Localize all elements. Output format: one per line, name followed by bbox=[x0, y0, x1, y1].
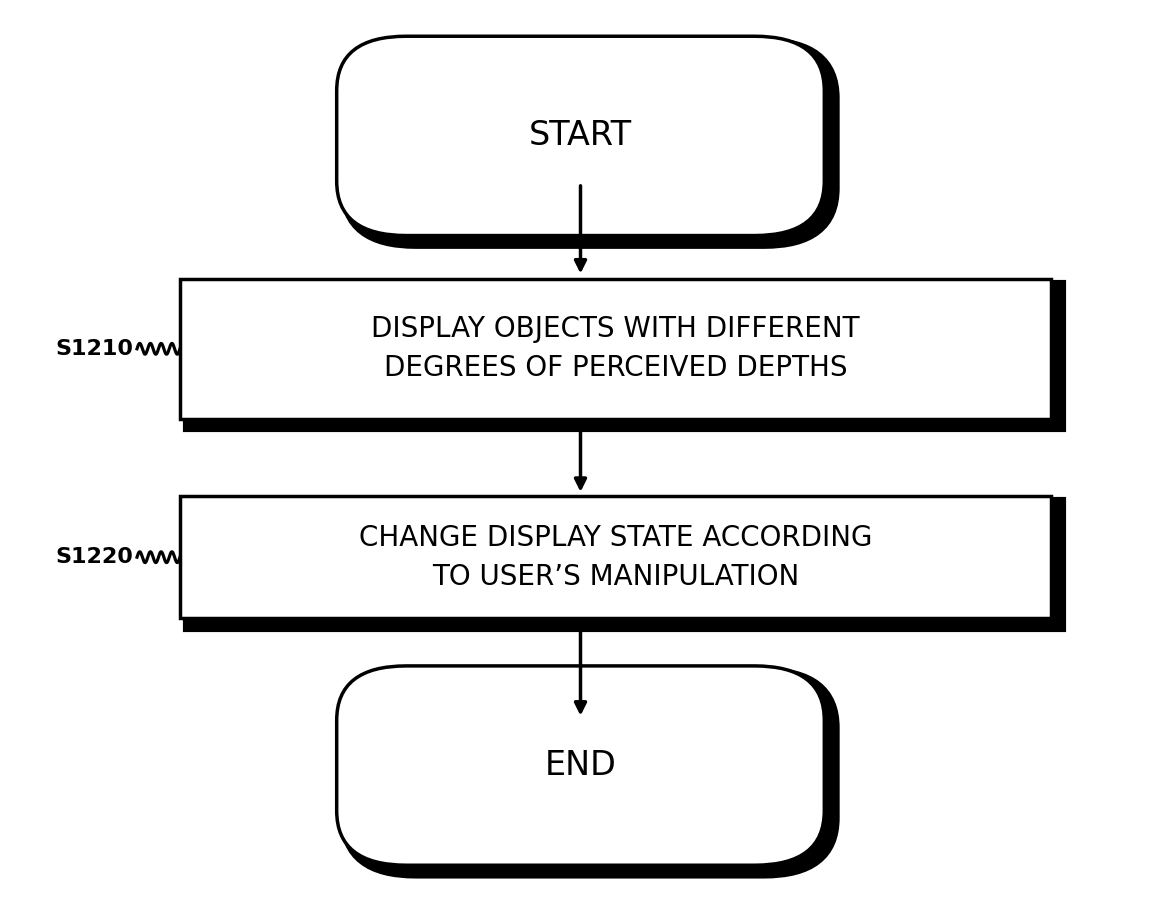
FancyBboxPatch shape bbox=[189, 286, 1060, 427]
Text: END: END bbox=[545, 749, 616, 782]
FancyBboxPatch shape bbox=[180, 279, 1051, 419]
Text: START: START bbox=[529, 120, 632, 152]
FancyBboxPatch shape bbox=[189, 504, 1060, 625]
Text: S1210: S1210 bbox=[56, 339, 134, 359]
FancyBboxPatch shape bbox=[346, 43, 834, 243]
FancyBboxPatch shape bbox=[337, 666, 824, 865]
Text: CHANGE DISPLAY STATE ACCORDING
TO USER’S MANIPULATION: CHANGE DISPLAY STATE ACCORDING TO USER’S… bbox=[359, 524, 872, 591]
Text: S1220: S1220 bbox=[56, 547, 134, 567]
FancyBboxPatch shape bbox=[337, 36, 824, 236]
Text: DISPLAY OBJECTS WITH DIFFERENT
DEGREES OF PERCEIVED DEPTHS: DISPLAY OBJECTS WITH DIFFERENT DEGREES O… bbox=[372, 315, 859, 382]
FancyBboxPatch shape bbox=[346, 673, 834, 872]
FancyBboxPatch shape bbox=[180, 496, 1051, 618]
